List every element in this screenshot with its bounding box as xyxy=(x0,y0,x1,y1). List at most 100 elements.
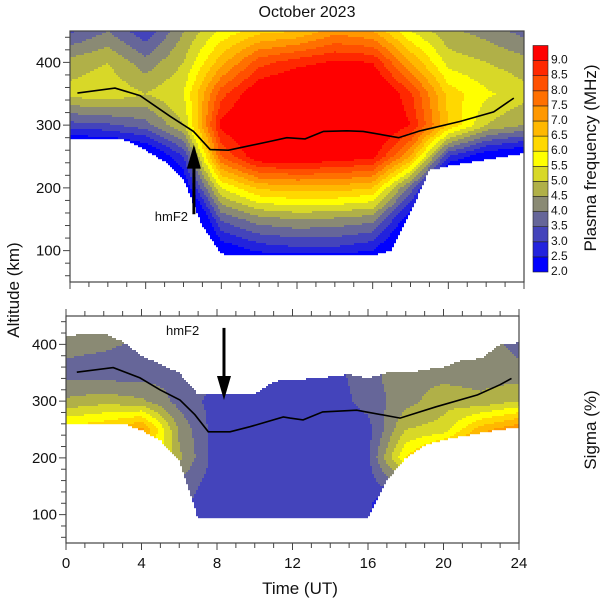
contour-band-segment xyxy=(404,145,412,148)
contour-band-segment xyxy=(124,57,166,60)
contour-band-segment xyxy=(422,179,426,182)
contour-band-segment xyxy=(410,51,424,54)
contour-band-segment xyxy=(250,63,270,66)
contour-band-segment xyxy=(440,123,448,126)
contour-band-segment xyxy=(142,147,156,150)
contour-band-segment xyxy=(246,161,262,164)
contour-band-segment xyxy=(230,109,404,112)
contour-band-segment xyxy=(516,356,519,359)
contour-band-segment xyxy=(446,97,464,100)
contour-band-segment xyxy=(380,159,388,162)
contour-band-segment xyxy=(438,163,442,166)
contour-band-segment xyxy=(394,145,404,148)
contour-band-segment xyxy=(492,410,519,413)
x-tick-label: 12 xyxy=(284,555,301,572)
contour-band-segment xyxy=(296,179,300,182)
contour-band-segment xyxy=(224,115,406,118)
contour-band-segment xyxy=(222,65,234,68)
contour-band-segment xyxy=(152,416,162,419)
contour-band-segment xyxy=(166,57,186,60)
contour-band-segment xyxy=(434,129,440,132)
contour-band-segment xyxy=(408,79,418,82)
contour-band-segment xyxy=(156,384,190,387)
contour-band-segment xyxy=(432,141,438,144)
contour-band-segment xyxy=(202,127,208,130)
contour-band-segment xyxy=(386,153,396,156)
contour-band-segment xyxy=(212,91,218,94)
contour-band-segment xyxy=(120,39,142,42)
contour-band-segment xyxy=(418,145,424,148)
contour-band-segment xyxy=(188,147,192,150)
contour-band-segment xyxy=(212,181,216,184)
contour-band-segment xyxy=(460,360,519,363)
contour-band-segment xyxy=(428,163,432,166)
contour-band-segment xyxy=(148,151,164,154)
contour-band-segment xyxy=(248,65,264,68)
contour-band-segment xyxy=(166,103,186,106)
contour-band-segment xyxy=(386,155,394,158)
contour-band-segment xyxy=(410,209,412,212)
contour-band-segment xyxy=(194,135,198,138)
contour-band-segment xyxy=(492,139,524,142)
contour-band-segment xyxy=(398,163,406,166)
contour-band-segment xyxy=(254,181,372,184)
contour-band-segment xyxy=(386,239,396,242)
contour-band-segment xyxy=(408,49,422,52)
contour-band-segment xyxy=(404,207,412,210)
contour-band-segment xyxy=(218,199,230,202)
contour-band-segment xyxy=(188,141,192,144)
contour-band-segment xyxy=(436,33,470,36)
contour-band-segment xyxy=(218,225,234,228)
contour-band-segment xyxy=(158,432,164,435)
contour-band-segment xyxy=(392,468,396,471)
contour-band-segment xyxy=(422,107,430,110)
contour-band-segment xyxy=(442,87,456,90)
contour-band-segment xyxy=(152,145,166,148)
contour-band-segment xyxy=(466,426,478,429)
contour-band-segment xyxy=(420,181,424,184)
contour-band-segment xyxy=(256,241,368,244)
contour-band-segment xyxy=(384,418,398,421)
contour-band-segment xyxy=(210,211,216,214)
contour-band-segment xyxy=(224,63,238,66)
contour-band-segment xyxy=(396,67,406,70)
contour-band-segment xyxy=(400,157,408,160)
contour-band-segment xyxy=(214,191,218,194)
contour-band-segment xyxy=(386,408,406,411)
contour-band-segment xyxy=(424,109,432,112)
contour-band-segment xyxy=(426,53,438,56)
contour-band-segment xyxy=(194,61,204,64)
contour-band-segment xyxy=(486,388,519,391)
contour-band-segment xyxy=(234,77,248,80)
contour-band-segment xyxy=(444,414,472,417)
contour-band-segment xyxy=(122,55,144,58)
contour-band-segment xyxy=(66,414,84,417)
contour-band-segment xyxy=(220,77,234,80)
contour-band-segment xyxy=(210,93,218,96)
contour-band-segment xyxy=(178,41,192,44)
contour-band-segment xyxy=(122,79,166,82)
contour-band-segment xyxy=(88,135,146,138)
contour-band-segment xyxy=(210,221,216,224)
contour-band-segment xyxy=(432,125,440,128)
contour-band-segment xyxy=(436,440,440,443)
contour-band-segment xyxy=(204,474,374,477)
contour-band-segment xyxy=(202,197,208,200)
contour-band-segment xyxy=(208,197,212,200)
contour-band-segment xyxy=(394,430,404,433)
contour-band-segment xyxy=(376,211,384,214)
contour-band-segment xyxy=(444,91,462,94)
contour-band-segment xyxy=(392,458,400,461)
contour-band-segment xyxy=(214,199,218,202)
contour-band-segment xyxy=(194,193,200,196)
contour-band-segment xyxy=(424,87,434,90)
contour-band-segment xyxy=(114,35,136,38)
contour-band-segment xyxy=(436,77,444,80)
contour-band-segment xyxy=(254,35,304,38)
contour-band-segment xyxy=(436,51,456,54)
contour-band-segment xyxy=(414,101,422,104)
contour-band-segment xyxy=(430,103,438,106)
contour-band-segment xyxy=(386,396,422,399)
contour-band-segment xyxy=(422,147,426,150)
contour-band-segment xyxy=(188,187,190,190)
